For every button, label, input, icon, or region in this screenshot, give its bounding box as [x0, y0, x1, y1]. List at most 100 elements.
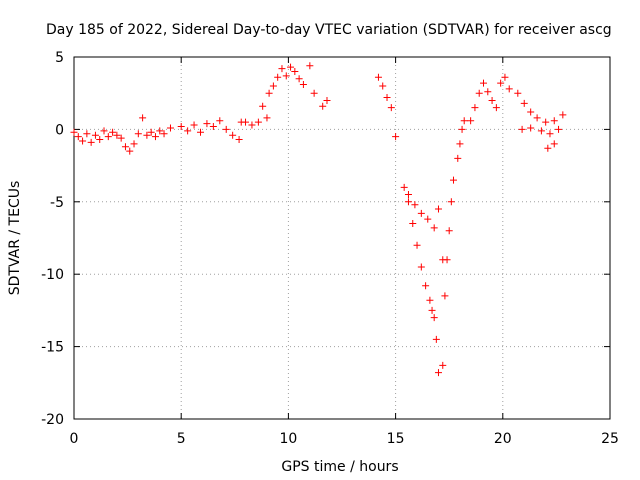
data-point — [278, 65, 286, 73]
data-point — [533, 114, 541, 122]
data-point — [177, 123, 185, 131]
data-point — [74, 133, 82, 141]
x-tick-label: 25 — [601, 431, 619, 447]
data-point — [160, 130, 168, 138]
data-point — [475, 89, 483, 97]
data-point — [471, 104, 479, 112]
data-point — [203, 120, 211, 128]
data-point — [550, 117, 558, 125]
data-point — [190, 121, 198, 129]
data-point — [295, 75, 303, 83]
data-point — [546, 130, 554, 138]
data-point — [184, 127, 192, 135]
data-point — [87, 138, 95, 146]
data-point — [441, 292, 449, 300]
y-tick-label: -5 — [50, 195, 64, 211]
data-point — [417, 263, 425, 271]
data-point — [130, 140, 138, 148]
data-point — [299, 81, 307, 89]
data-point — [254, 118, 262, 126]
data-point — [480, 79, 488, 87]
data-point — [542, 118, 550, 126]
data-point — [514, 89, 522, 97]
data-point — [282, 72, 290, 80]
grid-lines — [74, 57, 610, 419]
y-tick-label: -15 — [41, 340, 64, 356]
data-point — [559, 111, 567, 119]
x-tick-label: 10 — [279, 431, 297, 447]
data-point — [430, 314, 438, 322]
data-point — [248, 121, 256, 129]
data-point — [458, 125, 466, 133]
data-point — [404, 198, 412, 206]
data-point — [70, 128, 78, 136]
data-point — [550, 140, 558, 148]
data-point — [222, 125, 230, 133]
data-point — [417, 209, 425, 217]
data-point — [259, 102, 267, 110]
data-point — [109, 128, 117, 136]
data-point — [449, 176, 457, 184]
data-point — [306, 62, 314, 70]
data-point — [374, 73, 382, 81]
data-point — [432, 335, 440, 343]
data-point — [443, 256, 451, 264]
data-point — [310, 89, 318, 97]
y-axis-label: SDTVAR / TECUs — [7, 181, 23, 296]
data-point — [383, 94, 391, 102]
data-point — [139, 114, 147, 122]
data-point — [263, 114, 271, 122]
data-point — [422, 282, 430, 290]
data-point — [379, 82, 387, 90]
data-point — [537, 127, 545, 135]
data-point — [434, 369, 442, 377]
data-point — [387, 104, 395, 112]
data-point — [497, 79, 505, 87]
y-tick-label: -20 — [41, 412, 64, 428]
x-tick-label: 20 — [494, 431, 512, 447]
data-point — [488, 96, 496, 104]
data-point — [235, 136, 243, 144]
data-point — [134, 130, 142, 138]
data-point — [229, 131, 237, 139]
data-point — [527, 108, 535, 116]
data-point — [100, 127, 108, 135]
data-point — [196, 128, 204, 136]
data-point — [430, 224, 438, 232]
data-point — [426, 296, 434, 304]
data-point — [447, 198, 455, 206]
data-point — [505, 85, 513, 93]
data-point — [492, 104, 500, 112]
data-point — [411, 201, 419, 209]
data-point — [143, 131, 151, 139]
data-point — [156, 127, 164, 135]
data-point — [323, 96, 331, 104]
data-point — [460, 117, 468, 125]
data-point — [555, 125, 563, 133]
x-axis-label: GPS time / hours — [281, 459, 398, 475]
data-point — [409, 220, 417, 228]
data-point — [151, 133, 159, 141]
axis-ticks: 0 5 10 15 20 25 5 0 -5 -10 -15 -20 — [41, 50, 619, 447]
data-point — [392, 133, 400, 141]
data-point — [527, 124, 535, 132]
data-point — [216, 117, 224, 125]
data-point — [434, 205, 442, 213]
chart-title: Day 185 of 2022, Sidereal Day-to-day VTE… — [46, 22, 612, 38]
data-point — [147, 128, 155, 136]
data-point — [83, 130, 91, 138]
data-point — [484, 88, 492, 96]
data-point — [520, 99, 528, 107]
data-point — [104, 133, 112, 141]
data-point — [91, 131, 99, 139]
x-tick-label: 5 — [177, 431, 186, 447]
data-point — [544, 144, 552, 152]
data-point — [439, 361, 447, 369]
data-points — [70, 62, 567, 377]
data-point — [400, 183, 408, 191]
data-point — [121, 143, 129, 151]
data-point — [265, 89, 273, 97]
data-point — [404, 191, 412, 199]
